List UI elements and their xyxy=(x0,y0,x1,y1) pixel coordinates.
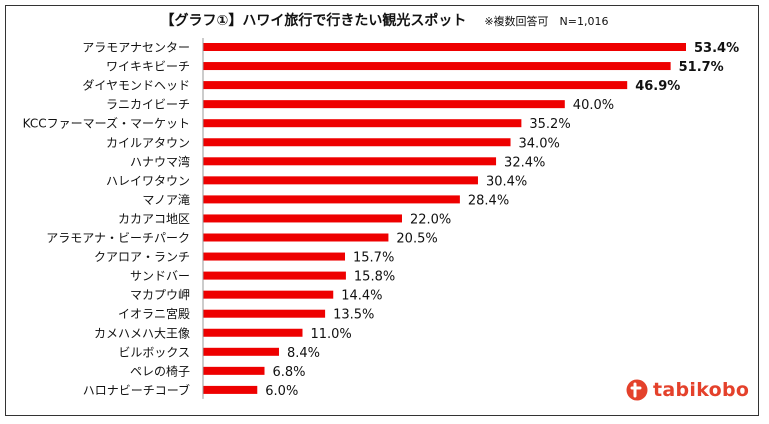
bar xyxy=(203,290,334,299)
tabikobo-logo: tabikobo xyxy=(626,379,749,401)
value-label: 14.4% xyxy=(341,289,382,304)
category-label: アラモアナ・ビーチパーク xyxy=(46,231,190,245)
value-label: 6.0% xyxy=(265,384,298,399)
bar xyxy=(203,81,628,90)
value-label: 15.8% xyxy=(354,270,395,285)
value-label: 8.4% xyxy=(287,346,320,361)
bar xyxy=(203,195,460,204)
value-label: 46.9% xyxy=(635,79,680,94)
value-label: 13.5% xyxy=(333,308,374,323)
chart-frame xyxy=(5,5,759,416)
bar xyxy=(203,62,671,71)
category-label: アラモアナセンター xyxy=(82,41,190,55)
bar xyxy=(203,214,402,223)
value-label: 22.0% xyxy=(410,212,451,227)
value-label: 30.4% xyxy=(486,174,527,189)
bar xyxy=(203,252,346,261)
bar xyxy=(203,271,346,280)
bar xyxy=(203,309,326,318)
value-label: 11.0% xyxy=(310,327,351,342)
category-label: カカアコ地区 xyxy=(118,212,190,226)
category-label: サンドバー xyxy=(130,269,190,283)
logo-text: tabikobo xyxy=(653,379,750,401)
bar xyxy=(203,119,522,128)
category-label: カメハメハ大王像 xyxy=(94,326,190,340)
bar xyxy=(203,328,303,337)
category-label: ダイヤモンドヘッド xyxy=(82,78,190,93)
category-label: イオラニ宮殿 xyxy=(118,306,190,321)
title-note: ※複数回答可 N=1,016 xyxy=(484,15,609,28)
category-label: ハレイワタウン xyxy=(106,174,190,188)
logo-icon xyxy=(626,379,648,401)
value-label: 28.4% xyxy=(468,193,509,208)
chart-title: 【グラフ①】ハワイ旅行で行きたい観光スポット ※複数回答可 N=1,016 xyxy=(0,10,769,30)
bar xyxy=(203,347,279,356)
value-label: 15.7% xyxy=(353,251,394,266)
value-label: 53.4% xyxy=(694,41,739,56)
value-label: 34.0% xyxy=(519,136,560,151)
bar xyxy=(203,233,389,242)
value-label: 32.4% xyxy=(504,155,545,170)
category-label: カイルアタウン xyxy=(106,136,190,150)
category-label: ハロナビーチコーブ xyxy=(83,382,190,397)
value-label: 35.2% xyxy=(529,117,570,132)
title-text: 【グラフ①】ハワイ旅行で行きたい観光スポット xyxy=(160,13,467,29)
category-label: ペレの椅子 xyxy=(130,364,190,378)
bar xyxy=(203,138,511,147)
value-label: 20.5% xyxy=(396,232,437,247)
category-label: ワイキキビーチ xyxy=(106,60,190,74)
category-label: マノア滝 xyxy=(142,193,190,207)
category-label: クアロア・ランチ xyxy=(94,250,190,264)
category-label: ラニカイビーチ xyxy=(106,98,190,112)
bar xyxy=(203,366,265,375)
bar xyxy=(203,43,686,51)
value-label: 40.0% xyxy=(573,98,614,113)
bar xyxy=(203,176,478,185)
category-label: ビルボックス xyxy=(118,345,190,359)
bar xyxy=(203,157,497,166)
category-label: KCCファーマーズ・マーケット xyxy=(23,116,190,131)
bar xyxy=(203,385,258,394)
value-label: 6.8% xyxy=(273,365,306,380)
category-label: マカプウ岬 xyxy=(130,288,190,302)
category-label: ハナウマ湾 xyxy=(130,154,190,169)
bar xyxy=(203,100,565,109)
value-label: 51.7% xyxy=(679,60,724,75)
